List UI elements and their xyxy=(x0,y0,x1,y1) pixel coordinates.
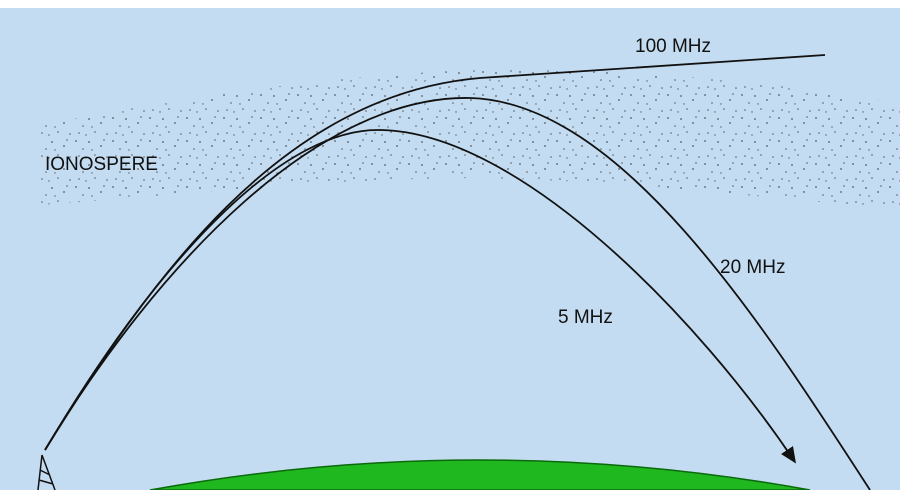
curve-label: 20 MHz xyxy=(720,257,785,278)
layer-label: IONOSPERE xyxy=(45,154,158,175)
curve-label: 100 MHz xyxy=(635,36,711,57)
diagram: IONOSPERE 100 MHz 20 MHz 5 MHz xyxy=(0,0,908,490)
curve-label: 5 MHz xyxy=(558,307,613,328)
